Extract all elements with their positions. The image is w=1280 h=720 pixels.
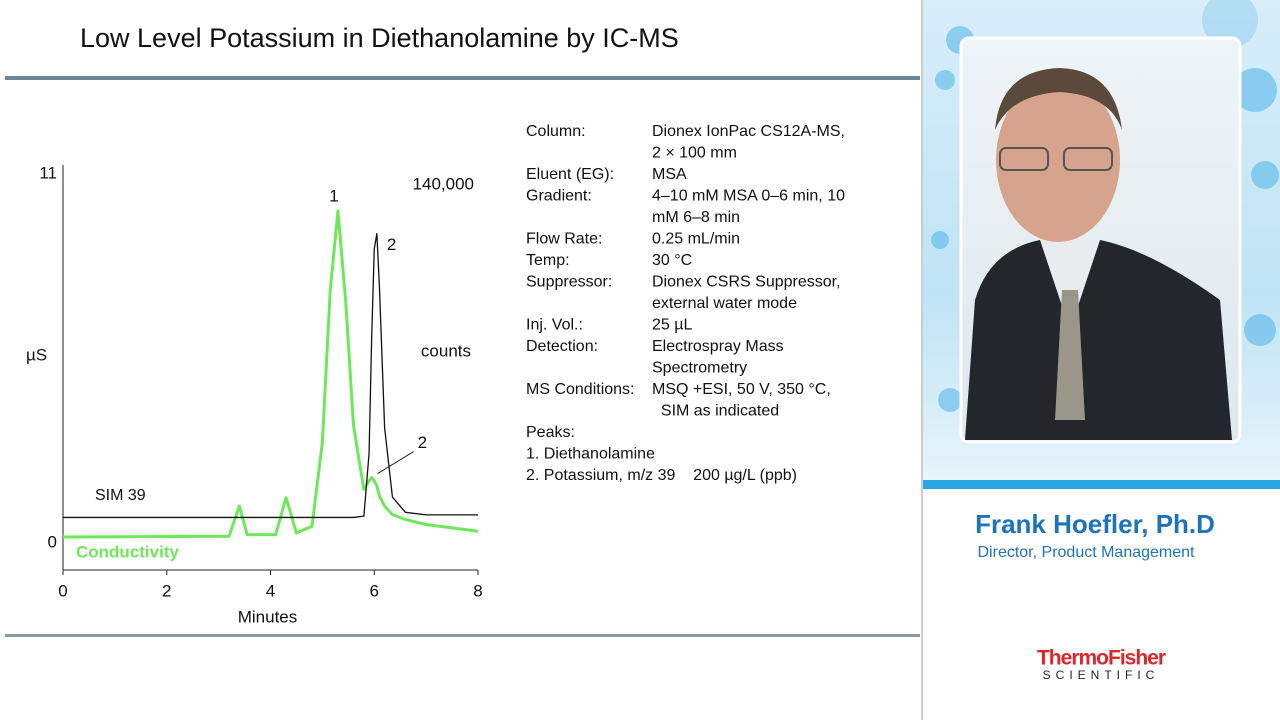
y2-axis-label: counts bbox=[421, 341, 471, 360]
peak-annotation: 1 bbox=[329, 186, 338, 205]
condition-value: 4–10 mM MSA 0–6 min, 10 bbox=[652, 188, 845, 205]
condition-value: 25 µL bbox=[652, 317, 692, 334]
title-rule bbox=[5, 76, 920, 80]
peak-annotation: 2 bbox=[387, 235, 396, 254]
x-tick-label: 4 bbox=[266, 581, 275, 600]
x-tick-label: 0 bbox=[58, 581, 67, 600]
condition-label: Inj. Vol.: bbox=[526, 317, 583, 334]
peak-annotation: 2 bbox=[418, 433, 427, 452]
y-tick-label: 0 bbox=[48, 532, 57, 551]
bottom-rule bbox=[5, 634, 920, 637]
presenter-role: Director, Product Management bbox=[978, 544, 1196, 561]
condition-value: MSA bbox=[652, 166, 687, 183]
logo-sub: SCIENTIFIC bbox=[1043, 668, 1160, 682]
condition-label: Detection: bbox=[526, 338, 598, 355]
condition-value: Dionex CSRS Suppressor, bbox=[652, 274, 841, 291]
condition-label: MS Conditions: bbox=[526, 381, 635, 398]
condition-value: 2 × 100 mm bbox=[652, 145, 737, 162]
condition-value: Electrospray Mass bbox=[652, 338, 784, 355]
x-tick-label: 6 bbox=[370, 581, 379, 600]
condition-value: Dionex IonPac CS12A-MS, bbox=[652, 123, 845, 140]
slide-edge bbox=[921, 0, 923, 720]
x-tick-label: 2 bbox=[162, 581, 171, 600]
peak-item: 1. Diethanolamine bbox=[526, 446, 655, 463]
panel-stripe bbox=[921, 480, 1280, 489]
condition-label: Temp: bbox=[526, 252, 570, 269]
annotation-leader bbox=[377, 451, 414, 475]
condition-label: Gradient: bbox=[526, 188, 592, 205]
peaks-title: Peaks: bbox=[526, 424, 575, 441]
condition-label: Suppressor: bbox=[526, 274, 612, 291]
y2-tick-label: 140,000 bbox=[413, 174, 474, 193]
series-label: Conductivity bbox=[76, 542, 179, 561]
condition-value: mM 6–8 min bbox=[652, 209, 740, 226]
condition-value: SIM as indicated bbox=[652, 403, 779, 420]
peak-item: 2. Potassium, m/z 39 200 µg/L (ppb) bbox=[526, 467, 797, 484]
logo-brand: ThermoFisher bbox=[1037, 647, 1166, 670]
y-tick-label: 11 bbox=[39, 163, 57, 182]
condition-label: Column: bbox=[526, 123, 586, 140]
slide-title: Low Level Potassium in Diethanolamine by… bbox=[80, 23, 679, 53]
condition-label: Flow Rate: bbox=[526, 231, 602, 248]
presenter-video bbox=[965, 68, 1232, 440]
trace bbox=[63, 232, 478, 519]
condition-value: Spectrometry bbox=[652, 360, 747, 377]
series-label: SIM 39 bbox=[95, 487, 146, 504]
condition-value: external water mode bbox=[652, 295, 797, 312]
presenter-name: Frank Hoefler, Ph.D bbox=[975, 509, 1215, 539]
y-axis-label: µS bbox=[26, 345, 47, 364]
condition-value: 0.25 mL/min bbox=[652, 231, 740, 248]
x-axis-label: Minutes bbox=[238, 607, 298, 626]
x-tick-label: 8 bbox=[473, 581, 482, 600]
trace bbox=[62, 209, 479, 539]
condition-value: 30 °C bbox=[652, 252, 692, 269]
condition-value: MSQ +ESI, 50 V, 350 °C, bbox=[652, 381, 831, 398]
condition-label: Eluent (EG): bbox=[526, 166, 614, 183]
